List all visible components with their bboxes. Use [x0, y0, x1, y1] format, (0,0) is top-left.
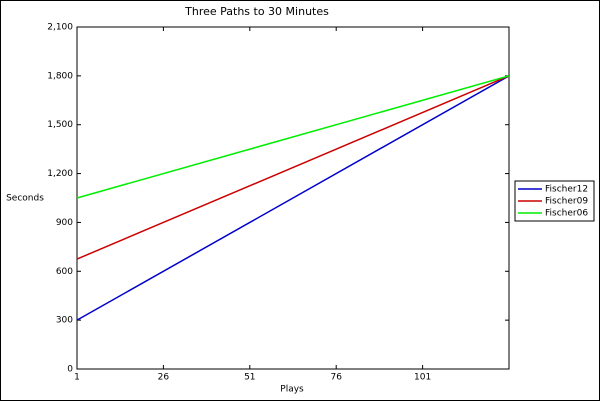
legend-label: Fischer06 — [545, 209, 588, 219]
y-tick-label: 1,200 — [47, 169, 73, 179]
legend-label: Fischer09 — [545, 197, 588, 207]
x-tick-label: 76 — [330, 373, 342, 383]
y-tick-label: 1,500 — [47, 120, 73, 130]
x-tick-label: 101 — [414, 373, 431, 383]
y-tick-label: 2,100 — [47, 23, 73, 33]
legend-label: Fischer12 — [545, 185, 588, 195]
y-tick-label: 0 — [67, 365, 73, 375]
y-tick-label: 900 — [56, 218, 73, 228]
x-tick-label: 26 — [158, 373, 170, 383]
y-tick-label: 1,800 — [47, 71, 73, 81]
line — [76, 75, 510, 260]
line — [76, 75, 510, 321]
x-tick-label: 51 — [244, 373, 255, 383]
line — [76, 75, 510, 199]
x-tick-label: 1 — [74, 373, 80, 383]
y-tick-label: 300 — [56, 316, 73, 326]
chart-title: Three Paths to 30 Minutes — [184, 5, 329, 18]
x-axis-label: Plays — [280, 385, 304, 395]
y-tick-label: 600 — [56, 267, 73, 277]
y-axis-label: Seconds — [6, 194, 44, 204]
